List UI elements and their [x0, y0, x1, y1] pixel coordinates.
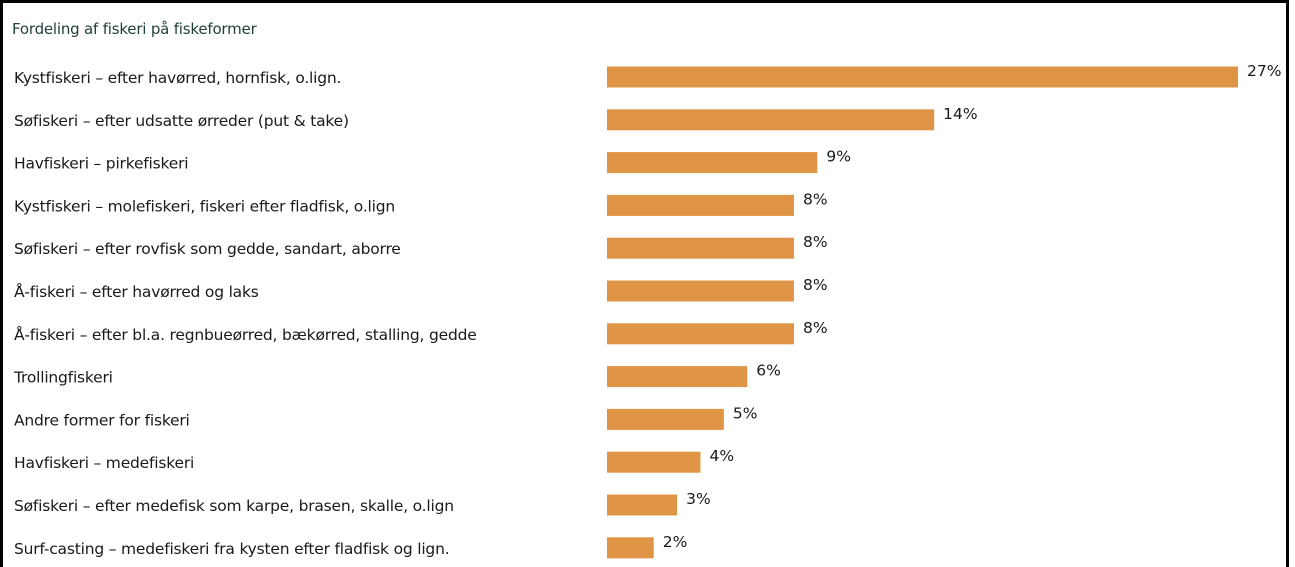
bar	[607, 281, 794, 302]
bar	[607, 537, 654, 558]
bar	[607, 67, 1238, 88]
category-label: Trollingfiskeri	[13, 369, 113, 387]
category-label: Havfiskeri – pirkefiskeri	[14, 155, 188, 173]
value-label: 27%	[1247, 62, 1281, 80]
value-label: 4%	[709, 447, 734, 465]
bar	[607, 195, 794, 216]
category-label: Søfiskeri – efter udsatte ørreder (put &…	[14, 112, 349, 130]
value-label: 5%	[733, 404, 758, 422]
category-label: Surf-casting – medefiskeri fra kysten ef…	[14, 540, 449, 558]
value-label: 8%	[803, 319, 828, 337]
bar	[607, 238, 794, 259]
value-label: 3%	[686, 490, 711, 508]
bar	[607, 323, 794, 344]
value-label: 14%	[943, 105, 977, 123]
category-label: Søfiskeri – efter medefisk som karpe, br…	[14, 497, 454, 515]
value-label: 2%	[663, 533, 688, 551]
value-label: 8%	[803, 276, 828, 294]
bar	[607, 452, 700, 473]
category-label: Å-fiskeri – efter havørred og laks	[14, 282, 259, 301]
value-label: 8%	[803, 190, 828, 208]
value-label: 8%	[803, 233, 828, 251]
category-label: Kystfiskeri – molefiskeri, fiskeri efter…	[14, 197, 395, 215]
category-label: Å-fiskeri – efter bl.a. regnbueørred, bæ…	[14, 325, 477, 344]
value-label: 6%	[756, 362, 781, 380]
category-label: Havfiskeri – medefiskeri	[14, 454, 194, 472]
bar	[607, 109, 934, 130]
bar	[607, 152, 817, 173]
bar	[607, 366, 747, 387]
value-label: 9%	[826, 148, 851, 166]
bar	[607, 495, 677, 516]
category-label: Kystfiskeri – efter havørred, hornfisk, …	[14, 69, 341, 87]
bar	[607, 409, 724, 430]
category-label: Andre former for fiskeri	[14, 411, 190, 429]
category-label: Søfiskeri – efter rovfisk som gedde, san…	[14, 240, 401, 258]
